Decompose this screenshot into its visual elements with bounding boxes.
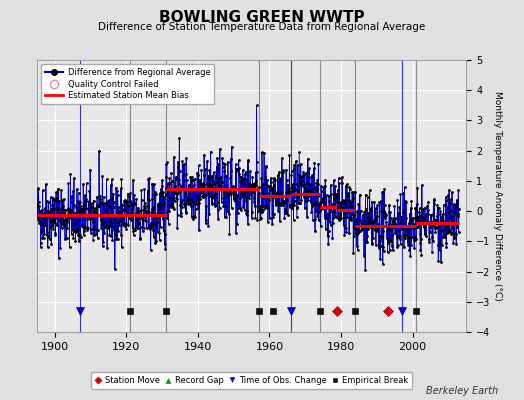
Y-axis label: Monthly Temperature Anomaly Difference (°C): Monthly Temperature Anomaly Difference (… xyxy=(493,91,501,301)
Legend: Station Move, Record Gap, Time of Obs. Change, Empirical Break: Station Move, Record Gap, Time of Obs. C… xyxy=(91,372,412,389)
Text: Difference of Station Temperature Data from Regional Average: Difference of Station Temperature Data f… xyxy=(99,22,425,32)
Text: Berkeley Earth: Berkeley Earth xyxy=(425,386,498,396)
Text: BOWLING GREEN WWTP: BOWLING GREEN WWTP xyxy=(159,10,365,25)
